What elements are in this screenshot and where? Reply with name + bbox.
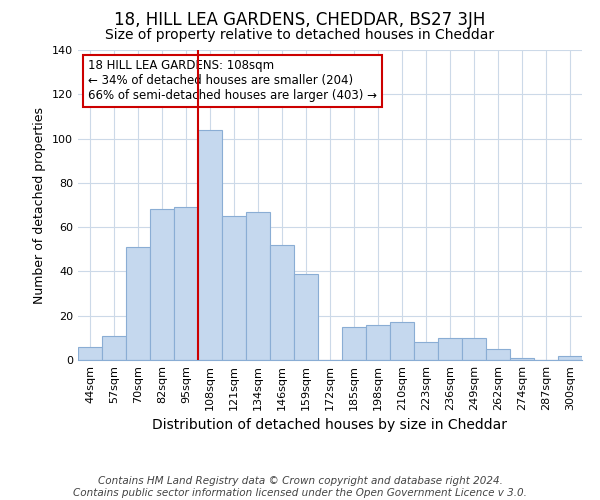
Text: Size of property relative to detached houses in Cheddar: Size of property relative to detached ho… [106, 28, 494, 42]
Bar [126, 247, 150, 360]
Bar [246, 212, 270, 360]
Bar [462, 338, 486, 360]
Bar [174, 207, 198, 360]
Text: Contains HM Land Registry data © Crown copyright and database right 2024.
Contai: Contains HM Land Registry data © Crown c… [73, 476, 527, 498]
Bar [438, 338, 462, 360]
Bar [270, 245, 294, 360]
Bar [342, 327, 366, 360]
X-axis label: Distribution of detached houses by size in Cheddar: Distribution of detached houses by size … [152, 418, 508, 432]
Bar [510, 358, 534, 360]
Bar [78, 346, 102, 360]
Bar [414, 342, 438, 360]
Bar [294, 274, 318, 360]
Y-axis label: Number of detached properties: Number of detached properties [34, 106, 46, 304]
Bar [198, 130, 222, 360]
Bar [486, 349, 510, 360]
Text: 18, HILL LEA GARDENS, CHEDDAR, BS27 3JH: 18, HILL LEA GARDENS, CHEDDAR, BS27 3JH [115, 11, 485, 29]
Bar [390, 322, 414, 360]
Bar [150, 210, 174, 360]
Bar [558, 356, 582, 360]
Bar [102, 336, 126, 360]
Bar [366, 324, 390, 360]
Text: 18 HILL LEA GARDENS: 108sqm
← 34% of detached houses are smaller (204)
66% of se: 18 HILL LEA GARDENS: 108sqm ← 34% of det… [88, 60, 377, 102]
Bar [222, 216, 246, 360]
